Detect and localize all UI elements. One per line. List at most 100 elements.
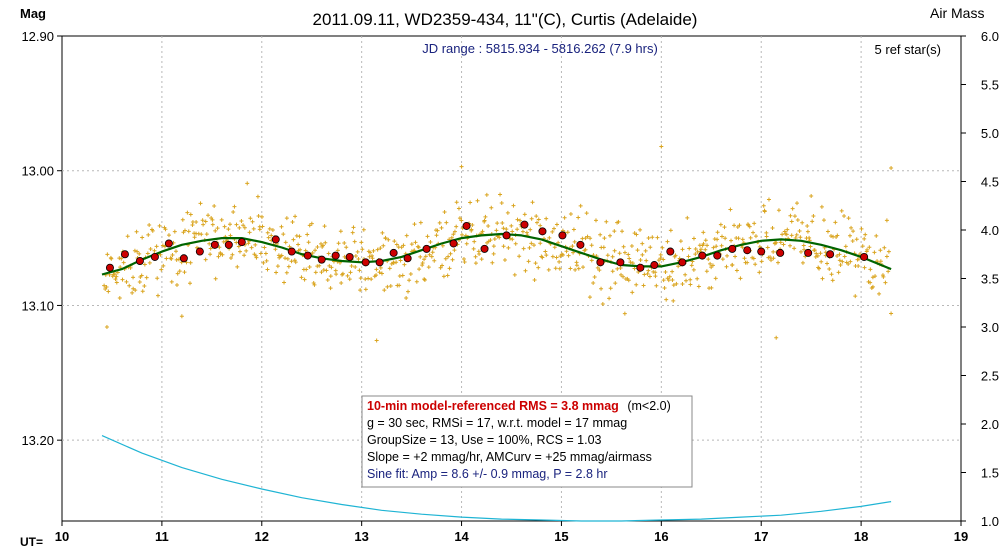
raw-point — [142, 283, 147, 288]
raw-point — [425, 234, 430, 239]
raw-point — [646, 236, 651, 241]
raw-point — [273, 247, 278, 252]
raw-point — [470, 223, 475, 228]
raw-point — [574, 263, 579, 268]
raw-point — [369, 253, 374, 258]
raw-point — [640, 241, 645, 246]
raw-point — [361, 227, 366, 232]
raw-point — [250, 219, 255, 224]
raw-point — [427, 252, 432, 257]
raw-point — [267, 226, 272, 231]
raw-point — [715, 230, 720, 235]
raw-point — [598, 232, 603, 237]
raw-point — [882, 245, 887, 250]
raw-point — [597, 268, 602, 273]
raw-point — [131, 286, 136, 291]
raw-point — [617, 251, 622, 256]
binned-point — [237, 238, 246, 247]
raw-point — [198, 201, 203, 206]
binned-point — [375, 258, 384, 267]
x-tick-label: 15 — [554, 529, 568, 544]
stats-rms-text: 10-min model-referenced RMS = 3.8 mmag — [367, 399, 619, 413]
raw-point — [674, 281, 679, 286]
raw-point — [797, 229, 802, 234]
raw-point — [479, 257, 484, 262]
raw-point — [164, 256, 169, 261]
y-right-tick-label: 3.0 — [981, 320, 999, 335]
raw-point — [762, 209, 767, 214]
raw-point — [809, 194, 814, 199]
raw-point — [363, 277, 368, 282]
raw-point — [751, 256, 756, 261]
binned-point — [860, 252, 869, 261]
raw-point — [815, 253, 820, 258]
raw-point — [367, 254, 372, 259]
binned-point — [650, 261, 659, 270]
raw-point — [568, 266, 573, 271]
x-tick-label: 12 — [255, 529, 269, 544]
raw-point — [680, 282, 685, 287]
raw-point — [279, 224, 284, 229]
raw-point — [329, 265, 334, 270]
raw-point — [145, 251, 150, 256]
raw-point — [859, 226, 864, 231]
raw-point — [718, 222, 723, 227]
raw-point — [665, 239, 670, 244]
raw-point — [259, 214, 264, 219]
raw-point — [333, 268, 338, 273]
raw-point — [693, 247, 698, 252]
raw-point — [303, 248, 308, 253]
raw-point — [381, 243, 386, 248]
raw-point — [282, 280, 287, 285]
raw-point — [886, 269, 891, 274]
raw-point — [788, 243, 793, 248]
raw-point — [706, 257, 711, 262]
raw-point — [104, 325, 109, 329]
raw-point — [452, 229, 457, 234]
raw-point — [811, 213, 816, 218]
raw-point — [154, 244, 159, 249]
raw-point — [429, 254, 434, 259]
raw-point — [771, 249, 776, 254]
raw-point — [483, 214, 488, 219]
raw-point — [532, 243, 537, 248]
raw-point — [678, 239, 683, 244]
raw-point — [440, 243, 445, 248]
raw-point — [244, 248, 249, 253]
raw-point — [842, 214, 847, 219]
raw-point — [413, 240, 418, 245]
raw-point — [404, 295, 409, 300]
raw-point — [414, 279, 419, 284]
raw-point — [218, 252, 223, 257]
raw-point — [812, 248, 817, 253]
raw-point — [313, 270, 318, 275]
raw-point — [328, 274, 333, 279]
raw-point — [359, 240, 364, 245]
raw-point — [179, 314, 184, 319]
raw-point — [708, 261, 713, 266]
raw-point — [610, 254, 615, 259]
raw-point — [338, 229, 343, 234]
raw-point — [616, 219, 621, 224]
raw-point — [212, 203, 217, 208]
binned-point — [303, 251, 312, 260]
raw-point — [119, 256, 124, 261]
raw-point — [358, 288, 363, 293]
raw-point — [835, 233, 840, 238]
raw-point — [538, 223, 543, 228]
raw-point — [568, 211, 573, 216]
raw-point — [423, 254, 428, 259]
raw-point — [662, 286, 667, 291]
raw-point — [511, 203, 516, 208]
raw-point — [102, 283, 107, 288]
raw-point — [701, 230, 706, 235]
raw-point — [630, 261, 635, 266]
raw-point — [192, 235, 197, 240]
raw-point — [378, 246, 383, 251]
raw-point — [502, 257, 507, 262]
raw-point — [260, 224, 265, 229]
raw-point — [226, 227, 231, 232]
raw-point — [535, 220, 540, 225]
raw-point — [120, 277, 125, 282]
raw-point — [274, 270, 279, 275]
